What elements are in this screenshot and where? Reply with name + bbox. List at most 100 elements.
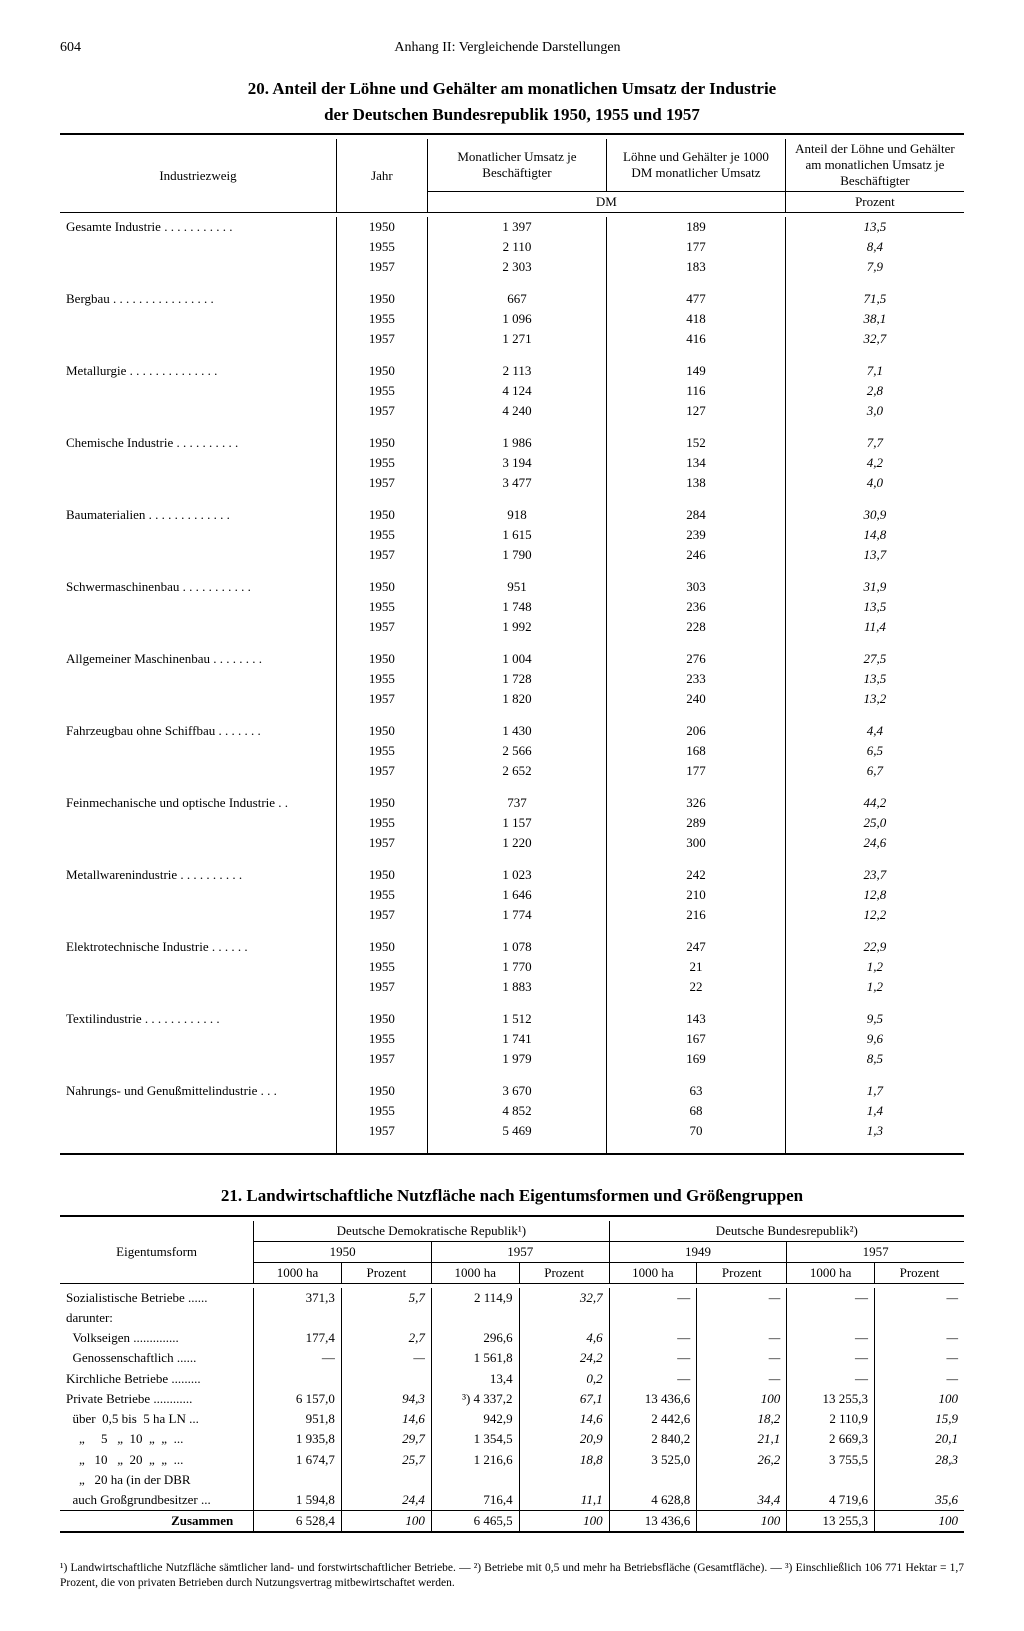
table-cell: 3 525,0 [609, 1450, 697, 1470]
table-cell: 2 110,9 [787, 1409, 875, 1429]
table-cell: 296,6 [431, 1328, 519, 1348]
table-cell: 4,6 [519, 1328, 609, 1348]
table-cell: ³) 4 337,2 [431, 1389, 519, 1409]
table-cell: 21,1 [697, 1429, 787, 1449]
page-header: 604 Anhang II: Vergleichende Darstellung… [60, 40, 964, 56]
table-cell: 716,4 [431, 1490, 519, 1511]
table-cell: 2 840,2 [609, 1429, 697, 1449]
table-cell: 951,8 [254, 1409, 342, 1429]
table-cell: — [874, 1348, 964, 1368]
table-cell: — [697, 1328, 787, 1348]
table-cell: 11,1 [519, 1490, 609, 1511]
table-cell: 1 674,7 [254, 1450, 342, 1470]
table-cell: Sozialistische Betriebe ...... [60, 1288, 254, 1308]
table-cell: 18,2 [697, 1409, 787, 1429]
table21-footnotes: ¹) Landwirtschaftliche Nutzfläche sämtli… [60, 1561, 964, 1591]
table-cell: 14,6 [341, 1409, 431, 1429]
industry-label [60, 1049, 336, 1069]
industry-label [60, 761, 336, 781]
table-cell: — [609, 1369, 697, 1389]
table-cell: 24,2 [519, 1348, 609, 1368]
table-cell: 28,3 [874, 1450, 964, 1470]
table-cell: 1 354,5 [431, 1429, 519, 1449]
table-cell: 24,4 [341, 1490, 431, 1511]
table-cell: 2 442,6 [609, 1409, 697, 1429]
industry-label [60, 1029, 336, 1049]
table-cell [341, 1470, 431, 1490]
table-cell [787, 1308, 875, 1328]
table-cell: 29,7 [341, 1429, 431, 1449]
table-cell: 942,9 [431, 1409, 519, 1429]
table-cell: 5,7 [341, 1288, 431, 1308]
head-umsatz: Monatlicher Umsatz je Beschäftigter [427, 139, 606, 192]
table-cell: — [874, 1288, 964, 1308]
table-cell [697, 1470, 787, 1490]
table-cell [431, 1470, 519, 1490]
industry-label [60, 329, 336, 349]
table-cell: 13 255,3 [787, 1389, 875, 1409]
head-share: Anteil der Löhne und Gehälter am monatli… [785, 139, 964, 192]
unit-pct: Prozent [785, 192, 964, 213]
table-cell: — [697, 1348, 787, 1368]
industry-label [60, 957, 336, 977]
table-cell: 100 [874, 1389, 964, 1409]
table-cell: 25,7 [341, 1450, 431, 1470]
table-cell: 0,2 [519, 1369, 609, 1389]
table-cell: — [341, 1348, 431, 1368]
table-cell [519, 1308, 609, 1328]
industry-label [60, 689, 336, 709]
industry-label [60, 833, 336, 853]
table-cell: 1 594,8 [254, 1490, 342, 1511]
table-cell: über 0,5 bis 5 ha LN ... [60, 1409, 254, 1429]
table-cell: 18,8 [519, 1450, 609, 1470]
industry-label [60, 545, 336, 565]
table-cell: — [609, 1328, 697, 1348]
industry-label: Nahrungs- und Genußmittelindustrie . . . [60, 1081, 336, 1101]
table-cell: 100 [697, 1389, 787, 1409]
industry-label [60, 885, 336, 905]
table-cell [254, 1470, 342, 1490]
head-year: Jahr [336, 139, 427, 213]
table-cell: 26,2 [697, 1450, 787, 1470]
industry-label [60, 741, 336, 761]
industry-label: Gesamte Industrie . . . . . . . . . . . [60, 217, 336, 237]
table-cell: 3 755,5 [787, 1450, 875, 1470]
unit-dm: DM [427, 192, 785, 213]
table-cell: 15,9 [874, 1409, 964, 1429]
table-cell [519, 1470, 609, 1490]
table-cell: 2,7 [341, 1328, 431, 1348]
table-cell: Volkseigen .............. [60, 1328, 254, 1348]
table-cell: — [874, 1328, 964, 1348]
table-cell: 13,4 [431, 1369, 519, 1389]
table-cell: „ 10 „ 20 „ „ ... [60, 1450, 254, 1470]
table-cell: — [697, 1369, 787, 1389]
industry-label [60, 525, 336, 545]
table-cell: 34,4 [697, 1490, 787, 1511]
table-cell: 20,9 [519, 1429, 609, 1449]
table-cell [341, 1308, 431, 1328]
industry-label: Textilindustrie . . . . . . . . . . . . [60, 1009, 336, 1029]
industry-label: Feinmechanische und optische Industrie .… [60, 793, 336, 813]
industry-label: Fahrzeugbau ohne Schiffbau . . . . . . . [60, 721, 336, 741]
table-cell: 1 935,8 [254, 1429, 342, 1449]
table-cell: Private Betriebe ............ [60, 1389, 254, 1409]
industry-label [60, 1101, 336, 1121]
head-dbr: Deutsche Bundesrepublik²) [609, 1221, 964, 1242]
industry-label [60, 453, 336, 473]
industry-label [60, 813, 336, 833]
industry-label: Metallurgie . . . . . . . . . . . . . . [60, 361, 336, 381]
industry-label: Elektrotechnische Industrie . . . . . . [60, 937, 336, 957]
industry-label: Schwermaschinenbau . . . . . . . . . . . [60, 577, 336, 597]
head-form: Eigentumsform [60, 1221, 254, 1284]
table21: Eigentumsform Deutsche Demokratische Rep… [60, 1215, 964, 1538]
page-number: 604 [60, 40, 81, 56]
table-cell: 2 114,9 [431, 1288, 519, 1308]
table-cell: — [787, 1348, 875, 1368]
industry-label: Allgemeiner Maschinenbau . . . . . . . . [60, 649, 336, 669]
table-cell: — [254, 1348, 342, 1368]
table-cell: „ 20 ha (in der DBR [60, 1470, 254, 1490]
table-cell: „ 5 „ 10 „ „ ... [60, 1429, 254, 1449]
table-cell: Kirchliche Betriebe ......... [60, 1369, 254, 1389]
table-cell: 2 669,3 [787, 1429, 875, 1449]
table-cell: 20,1 [874, 1429, 964, 1449]
